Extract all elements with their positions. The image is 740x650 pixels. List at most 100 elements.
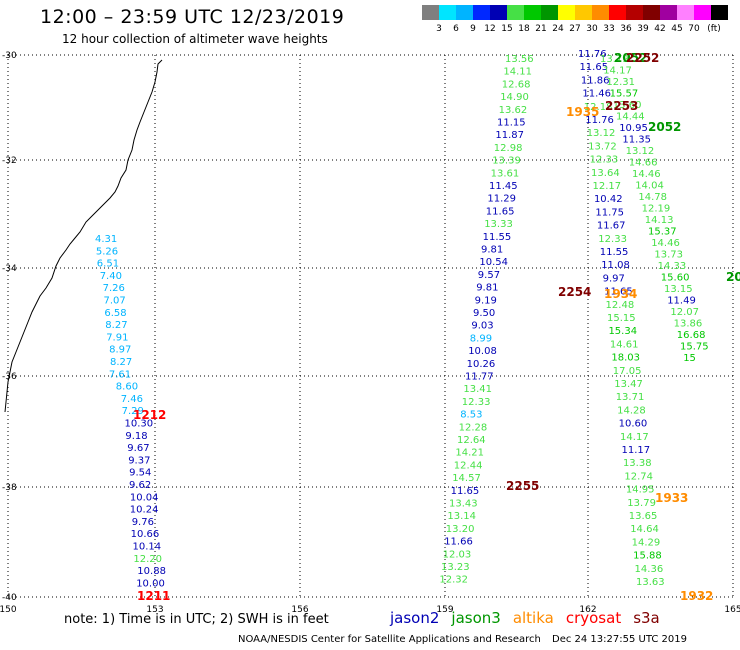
- lon-tick-label: 153: [146, 605, 163, 615]
- wave-height-value: 10.14: [133, 542, 162, 553]
- lon-tick-label: 165: [724, 605, 740, 615]
- wave-height-value: 14.57: [452, 473, 481, 484]
- lat-tick-label: -34: [2, 264, 17, 274]
- wave-height-value: 11.29: [487, 194, 516, 205]
- credit-text: NOAA/NESDIS Center for Satellite Applica…: [238, 634, 541, 645]
- wave-height-value: 13.73: [654, 250, 683, 261]
- scale-label: 39: [637, 24, 649, 34]
- wave-height-value: 10.24: [130, 505, 159, 516]
- legend-entry-cryosat: cryosat: [565, 609, 622, 627]
- wave-height-value: 13.41: [463, 384, 492, 395]
- legend-entry-jason3: jason3: [451, 609, 501, 627]
- wave-height-value: 12.33: [462, 397, 491, 408]
- wave-height-value: 14.21: [455, 448, 484, 459]
- wave-height-value: 15.37: [648, 227, 677, 238]
- wave-height-value: 10.26: [467, 359, 496, 370]
- scale-label: 36: [620, 24, 632, 34]
- wave-height-value: 14.61: [610, 339, 639, 350]
- generated-timestamp: Dec 24 13:27:55 UTC 2019: [552, 634, 687, 645]
- wave-height-value: 13.38: [623, 458, 652, 469]
- wave-height-value: 7.29: [122, 406, 144, 417]
- pass-time-label: 20: [726, 270, 740, 284]
- pass-time-label: 2252: [626, 51, 659, 65]
- pass-time-label: 2253: [605, 99, 638, 113]
- scale-label: 18: [518, 24, 530, 34]
- wave-height-value: 7.07: [104, 296, 126, 307]
- scale-label: 3: [436, 24, 442, 34]
- scale-swatch: [609, 5, 626, 20]
- wave-height-value: 7.61: [109, 369, 131, 380]
- pass-time-label: 1212: [133, 408, 166, 422]
- wave-height-value: 12.19: [642, 204, 671, 215]
- wave-height-value: 15.88: [633, 551, 662, 562]
- wave-height-value: 11.75: [595, 207, 624, 218]
- wave-height-value: 14.90: [500, 92, 529, 103]
- wave-height-value: 13.39: [492, 156, 521, 167]
- wave-height-value: 11.35: [622, 135, 651, 146]
- wave-height-value: 14.66: [629, 158, 658, 169]
- wave-height-value: 14.78: [638, 192, 667, 203]
- wave-height-value: 12.03: [443, 549, 472, 560]
- wave-height-value: 15: [683, 353, 696, 364]
- pass-time-label: 2254: [558, 285, 591, 299]
- wave-height-value: 7.26: [103, 283, 125, 294]
- wave-height-value: 13.43: [449, 499, 478, 510]
- wave-height-value: 14.44: [616, 112, 645, 123]
- lat-tick-label: -40: [2, 593, 17, 603]
- wave-height-value: 13.12: [626, 146, 655, 157]
- legend-entry-s3a: s3a: [633, 609, 660, 627]
- lat-tick-label: -38: [2, 483, 17, 493]
- wave-height-value: 14.17: [603, 66, 632, 77]
- pass-time-label: 1211: [137, 589, 170, 603]
- coastline: [4, 59, 163, 413]
- wave-height-value: 8.53: [460, 410, 482, 421]
- wave-height-value: 13.64: [591, 168, 620, 179]
- scale-swatch: [456, 5, 473, 20]
- wave-height-value: 13.14: [447, 511, 476, 522]
- scale-swatch: [677, 5, 694, 20]
- wave-height-value: 13.79: [600, 54, 629, 65]
- wave-height-value: 18.03: [611, 353, 640, 364]
- satellite-legend: jason2 jason3 altika cryosat s3a: [390, 609, 672, 627]
- wave-height-value: 7.40: [100, 271, 122, 282]
- lat-tick-label: -30: [2, 51, 17, 61]
- pass-time-label: 2255: [506, 479, 539, 493]
- scale-label: 27: [569, 24, 581, 34]
- scale-swatch: [541, 5, 558, 20]
- wave-height-labels: 4.315.266.517.407.267.076.588.277.918.97…: [95, 49, 740, 603]
- wave-height-value: 11.76: [585, 115, 614, 126]
- wave-height-value: 12.64: [457, 435, 486, 446]
- pass-time-label: 1932: [680, 589, 713, 603]
- wave-height-value: 8.27: [110, 357, 132, 368]
- scale-label: 33: [603, 24, 615, 34]
- wave-height-value: 12.33: [590, 155, 619, 166]
- scale-label: 42: [654, 24, 666, 34]
- wave-height-value: 15.34: [608, 326, 637, 337]
- wave-height-value: 10.04: [130, 492, 159, 503]
- wave-height-value: 13.60: [613, 100, 642, 111]
- wave-height-value: 9.81: [476, 283, 498, 294]
- scale-swatch: [643, 5, 660, 20]
- wave-height-value: 10.88: [137, 566, 166, 577]
- wave-height-value: 11.65: [451, 486, 480, 497]
- note-text: note: 1) Time is in UTC; 2) SWH is in fe…: [64, 612, 329, 627]
- wave-height-value: 11.76: [578, 49, 607, 60]
- scale-label: 9: [470, 24, 476, 34]
- scale-swatch: [711, 5, 728, 20]
- wave-height-value: 13.79: [627, 498, 656, 509]
- wave-height-value: 9.97: [603, 273, 625, 284]
- wave-height-value: 11.17: [622, 445, 651, 456]
- scale-swatch: [524, 5, 541, 20]
- wave-height-value: 13.33: [484, 219, 513, 230]
- wave-height-value: 4.31: [95, 234, 117, 245]
- scale-swatch: [439, 5, 456, 20]
- wave-height-value: 14.95: [626, 485, 655, 496]
- wave-height-value: 13.86: [674, 319, 703, 330]
- scale-swatch: [473, 5, 490, 20]
- wave-height-value: 9.54: [129, 468, 151, 479]
- wave-height-value: 11.49: [667, 296, 696, 307]
- lon-tick-label: 156: [291, 605, 308, 615]
- wave-height-value: 12.20: [133, 554, 162, 565]
- wave-height-value: 11.87: [495, 130, 524, 141]
- wave-height-value: 13.61: [491, 168, 520, 179]
